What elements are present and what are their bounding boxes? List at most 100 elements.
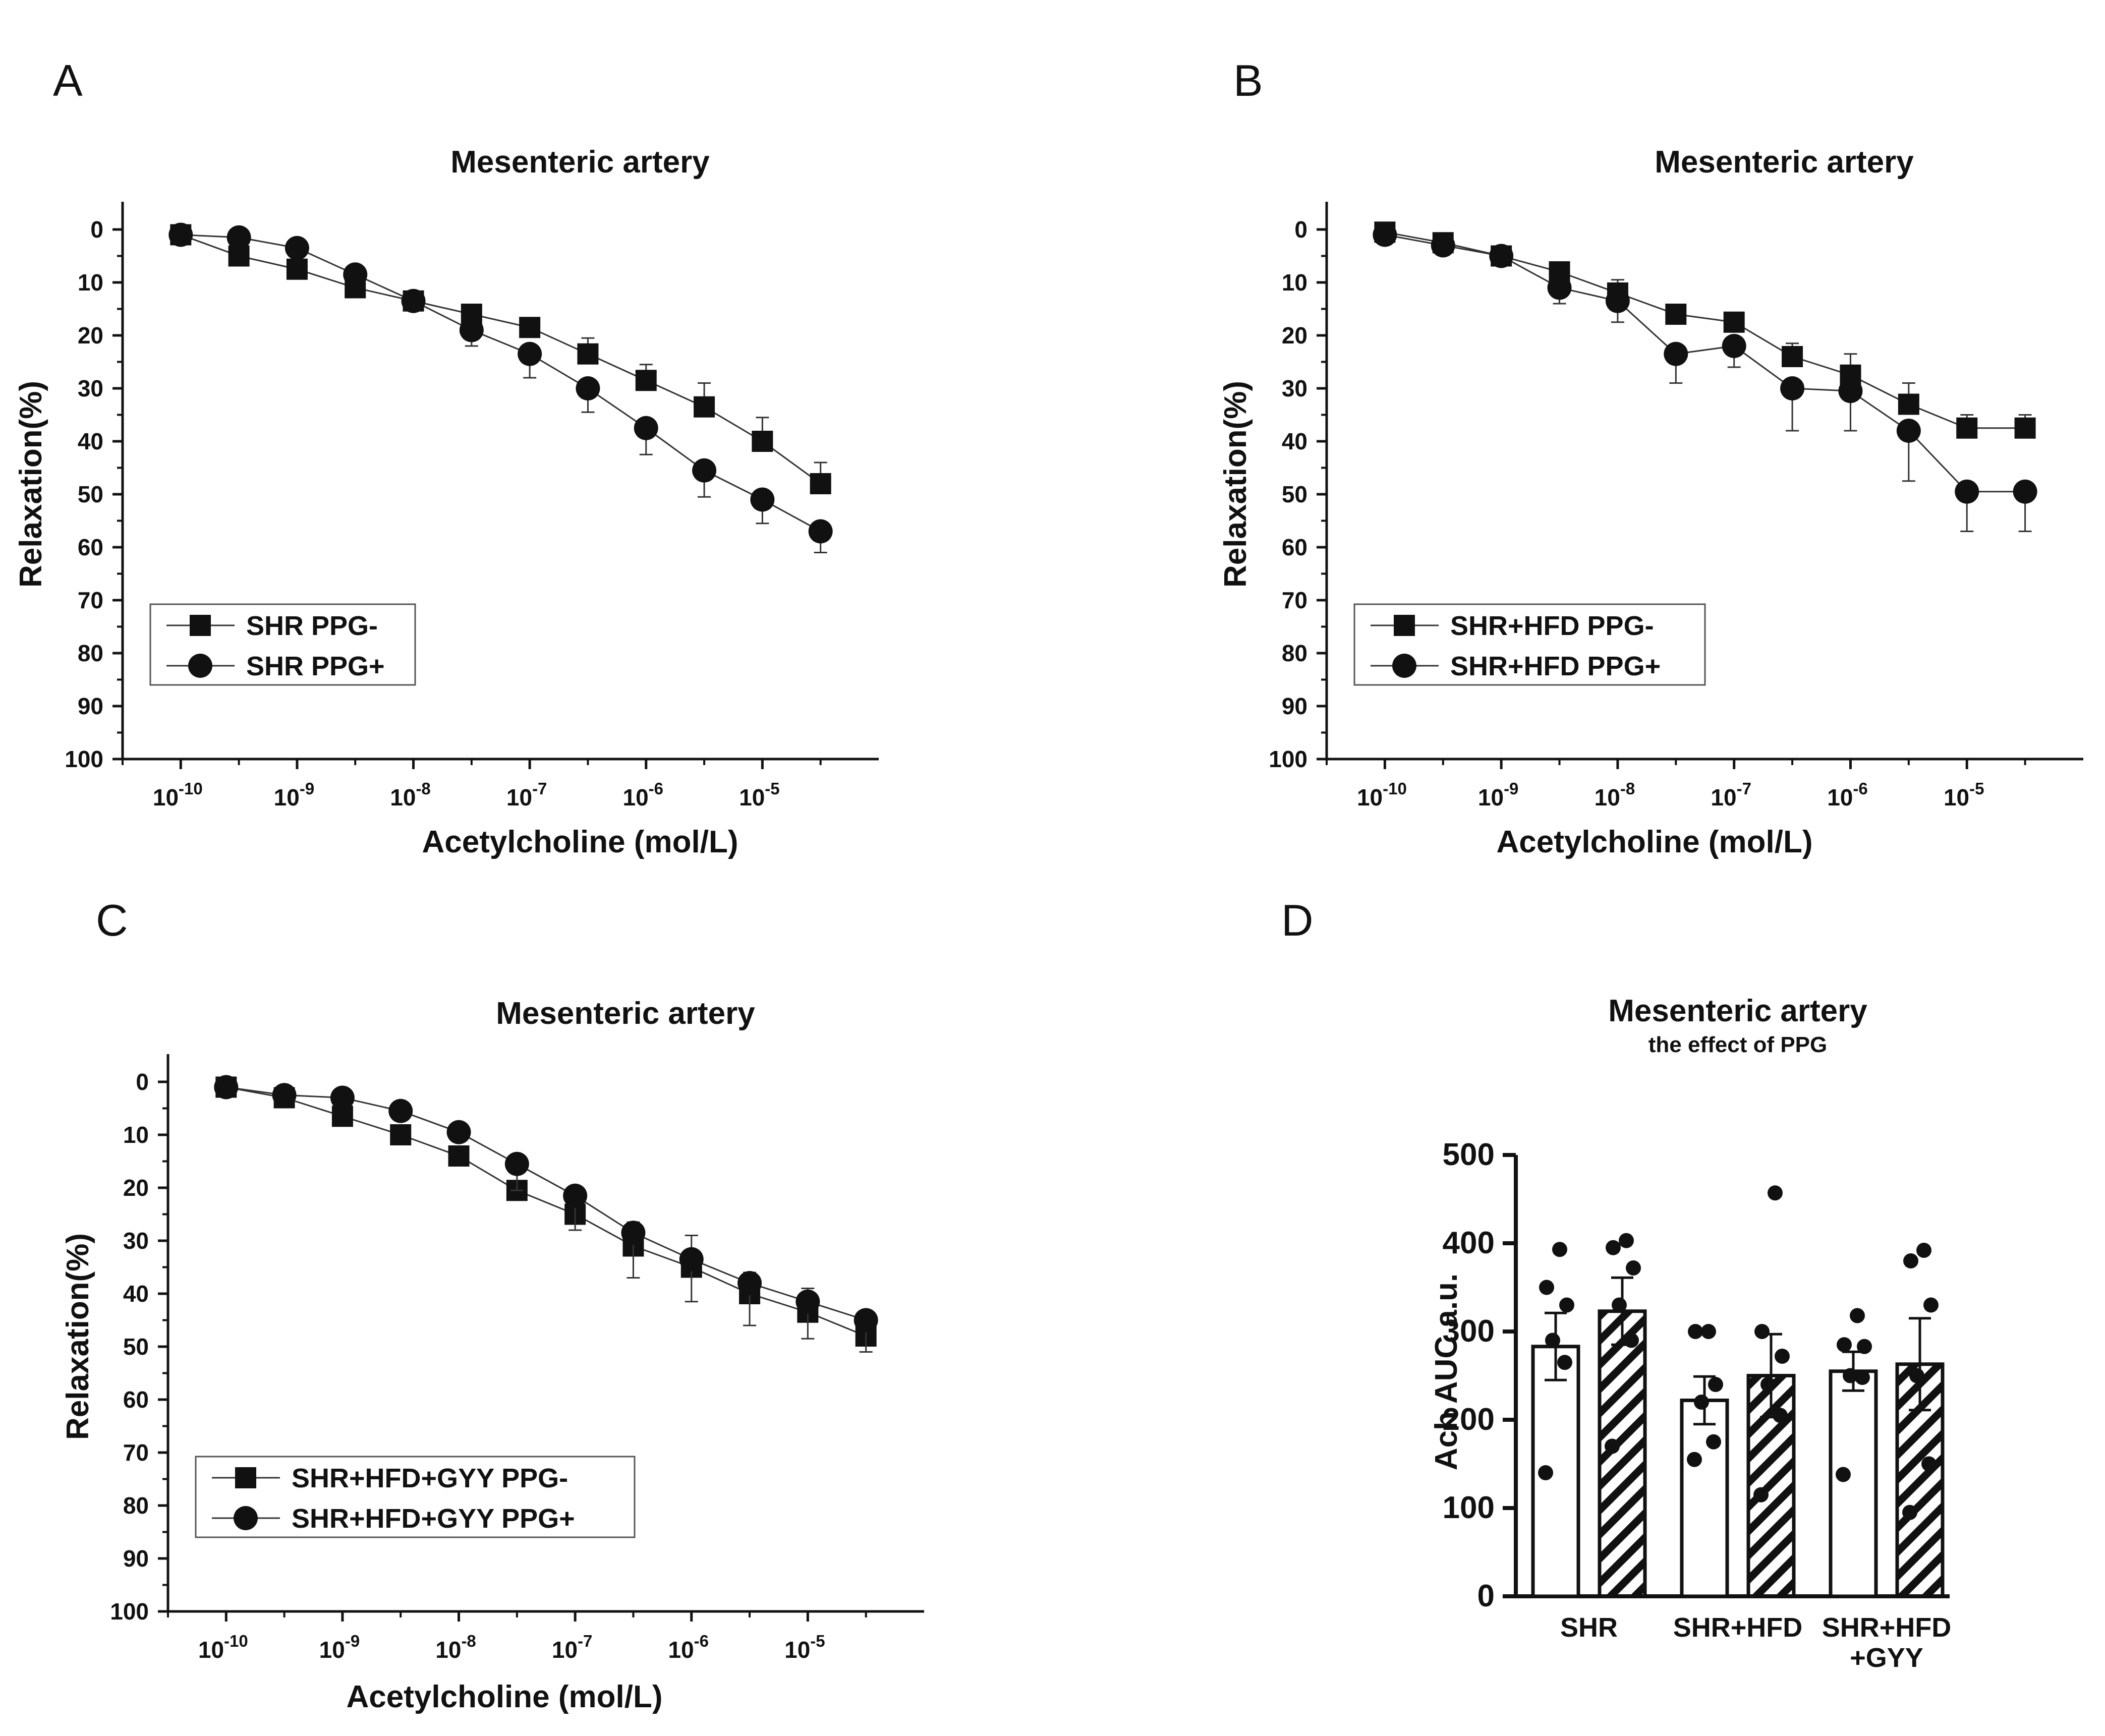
chart-d-data-point xyxy=(1688,1324,1703,1339)
chart-a-series-2-point xyxy=(226,225,251,250)
chart-c-x-tick-power: -9 xyxy=(345,1632,360,1650)
chart-a-legend-circle-marker xyxy=(188,654,212,678)
chart-d-y-tick-label: 300 xyxy=(1443,1314,1495,1349)
chart-c-y-tick-label: 0 xyxy=(136,1069,149,1095)
chart-a-series-2-point xyxy=(343,262,368,287)
chart-d-data-point xyxy=(1612,1297,1627,1313)
chart-c-title: Mesenteric artery xyxy=(496,996,755,1031)
chart-d-data-point xyxy=(1760,1377,1776,1392)
chart-b-series-2-point xyxy=(1431,233,1455,258)
chart-c-y-tick-label: 60 xyxy=(123,1386,149,1413)
chart-c-y-tick-label: 100 xyxy=(110,1598,149,1625)
chart-b-x-tick-label: 10-7 xyxy=(1711,779,1751,811)
chart-b-series-2-point xyxy=(2013,479,2037,504)
chart-c-y-tick-label: 90 xyxy=(123,1545,149,1572)
chart-b-y-tick-label: 70 xyxy=(1282,587,1307,613)
chart-d-data-point xyxy=(1916,1243,1931,1258)
chart-c-x-tick-label: 10-6 xyxy=(668,1632,709,1663)
chart-a-series-2-point xyxy=(285,236,309,260)
chart-d-data-point xyxy=(1706,1434,1721,1450)
chart-c-series-2-point xyxy=(330,1085,355,1110)
chart-b-series-2-point xyxy=(1722,334,1746,358)
chart-b-series-2-point xyxy=(1780,376,1805,400)
chart-b-series-2-point xyxy=(1373,222,1397,247)
chart-b-y-tick-label: 90 xyxy=(1282,693,1307,719)
chart-a-y-tick-label: 70 xyxy=(78,587,103,613)
chart-a-x-tick-label: 10-10 xyxy=(153,779,203,811)
chart-a-series-2-point xyxy=(634,416,658,440)
chart-a-series-2-point xyxy=(459,318,484,342)
chart-c-y-axis-label: Relaxation(%) xyxy=(61,1233,95,1440)
chart-b-x-tick-base: 10 xyxy=(1595,784,1620,811)
chart-d-data-point xyxy=(1843,1368,1858,1383)
chart-b-series-2-point xyxy=(1605,288,1630,313)
chart-c-y-tick-label: 40 xyxy=(123,1281,149,1307)
chart-d-data-point xyxy=(1708,1377,1723,1392)
chart-a-x-tick-power: -8 xyxy=(416,779,430,798)
chart-b-legend: SHR+HFD PPG- SHR+HFD PPG+ xyxy=(1353,603,1706,686)
chart-d-data-point xyxy=(1605,1438,1620,1454)
chart-d-data-point xyxy=(1701,1324,1716,1339)
chart-c-x-tick-base: 10 xyxy=(668,1637,694,1663)
chart-c-x-tick-power: -7 xyxy=(578,1632,592,1650)
chart-c-series-2-point xyxy=(563,1183,588,1208)
chart-c-x-tick-label: 10-9 xyxy=(319,1632,360,1663)
chart-b-x-tick-base: 10 xyxy=(1827,784,1853,811)
chart-a-x-tick-power: -5 xyxy=(765,779,779,798)
chart-d-data-point xyxy=(1619,1233,1634,1248)
chart-a-x-tick-label: 10-6 xyxy=(623,779,664,811)
chart-c-legend: SHR+HFD+GYY PPG- SHR+HFD+GYY PPG+ xyxy=(195,1456,636,1538)
chart-c-x-tick-power: -5 xyxy=(810,1632,825,1650)
chart-c-legend-label-ppg-plus: SHR+HFD+GYY PPG+ xyxy=(292,1503,575,1534)
chart-d: Mesenteric artery the effect of PPG Ach … xyxy=(1429,994,1951,1673)
chart-d-data-point xyxy=(1836,1467,1851,1482)
chart-b-legend-label-ppg-minus: SHR+HFD PPG- xyxy=(1450,611,1654,641)
chart-b-series-1-point xyxy=(1956,417,1978,439)
chart-b-y-tick-label: 100 xyxy=(1269,746,1307,772)
chart-d-data-point xyxy=(1557,1355,1572,1370)
chart-c-series-2-point xyxy=(504,1151,529,1176)
chart-a-series-2-point xyxy=(401,288,426,313)
chart-a-x-tick-base: 10 xyxy=(623,784,649,811)
chart-a-series-2-point xyxy=(518,341,542,366)
chart-a-x-tick-base: 10 xyxy=(153,784,179,811)
chart-a-series-2-line xyxy=(181,234,821,532)
chart-c-x-tick-base: 10 xyxy=(319,1637,345,1663)
chart-c-y-tick-label: 50 xyxy=(123,1334,149,1360)
chart-a-x-tick-power: -6 xyxy=(649,779,663,798)
chart-c-y-tick-label: 30 xyxy=(123,1228,149,1254)
chart-d-data-point xyxy=(1768,1185,1783,1201)
chart-b-x-tick-base: 10 xyxy=(1357,784,1383,811)
chart-d-data-point xyxy=(1921,1456,1937,1472)
chart-b-series-2-point xyxy=(1896,419,1921,443)
chart-a-y-tick-label: 60 xyxy=(78,534,103,560)
chart-c-x-tick-label: 10-8 xyxy=(435,1632,476,1663)
chart-b-x-tick-base: 10 xyxy=(1711,784,1736,811)
chart-b-series-2-point xyxy=(1489,244,1514,268)
chart-a-y-tick-label: 0 xyxy=(90,216,103,243)
chart-b-series-2-point xyxy=(1547,275,1572,300)
chart-d-data-point xyxy=(1775,1349,1790,1364)
chart-d-data-point xyxy=(1837,1337,1852,1353)
chart-b-series-1-point xyxy=(2014,417,2036,439)
chart-a-series-1-line xyxy=(180,234,821,485)
chart-c-series-2-point xyxy=(621,1221,646,1245)
chart-a-x-tick-base: 10 xyxy=(506,784,532,811)
chart-a: Mesenteric artery Acetylcholine (mol/L) … xyxy=(14,145,879,859)
chart-b-y-tick-label: 0 xyxy=(1294,216,1307,243)
chart-a-y-tick-label: 40 xyxy=(78,428,103,454)
chart-b-y-tick-label: 10 xyxy=(1282,269,1307,296)
chart-c-series-2-point xyxy=(795,1289,820,1314)
chart-b-x-tick-base: 10 xyxy=(1944,784,1969,811)
chart-b-x-tick-base: 10 xyxy=(1478,784,1504,811)
chart-a-title: Mesenteric artery xyxy=(450,145,710,180)
chart-a-series-2-point xyxy=(750,487,775,512)
chart-d-bar-group-2-series-1 xyxy=(1680,1399,1729,1598)
chart-d-bar-group-1-series-2 xyxy=(1598,1309,1647,1598)
chart-c: Mesenteric artery Acetylcholine (mol/L) … xyxy=(61,996,924,1714)
chart-a-series-1-point xyxy=(635,370,657,391)
chart-b-series-2-point xyxy=(1838,379,1863,403)
chart-c-x-tick-base: 10 xyxy=(198,1637,224,1663)
